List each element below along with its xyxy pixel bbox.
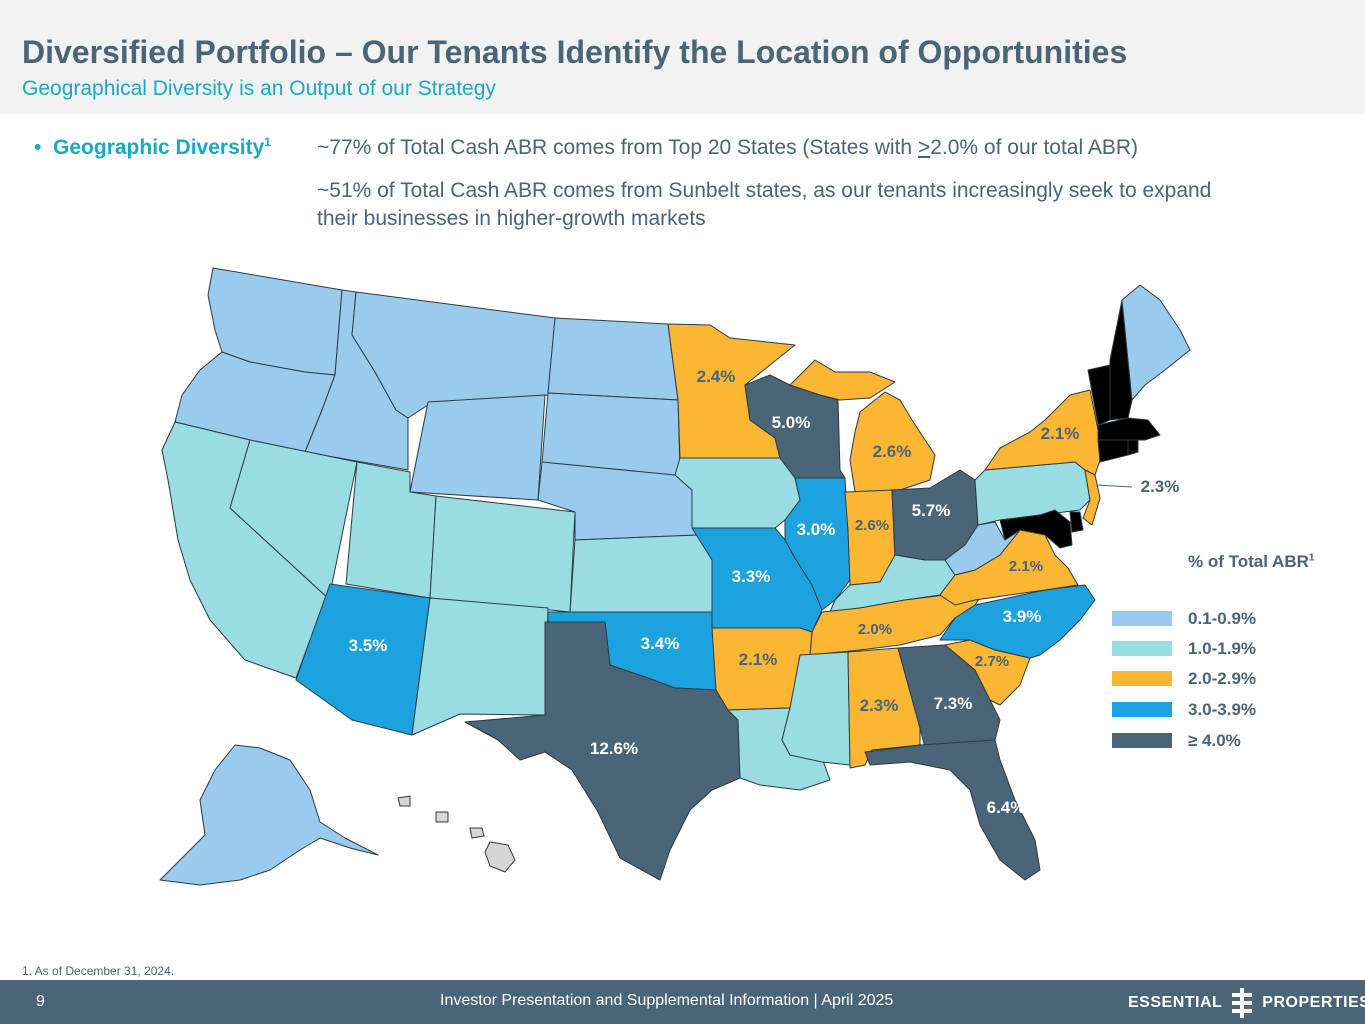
state-new-hampshire bbox=[1109, 299, 1133, 421]
state-kansas bbox=[569, 534, 713, 613]
legend-title-footnote-ref: 1 bbox=[1308, 552, 1315, 564]
page-number: 9 bbox=[36, 993, 45, 1010]
label-alabama: 2.3% bbox=[860, 696, 899, 715]
label-indiana: 2.6% bbox=[855, 517, 889, 534]
label-texas: 12.6% bbox=[590, 739, 638, 758]
footer-bar: 9 Investor Presentation and Supplemental… bbox=[0, 980, 1365, 1024]
label-ohio: 5.7% bbox=[912, 501, 951, 520]
state-maryland bbox=[999, 509, 1073, 549]
bullet-geographic-diversity: • Geographic Diversity1 bbox=[34, 135, 271, 160]
label-arizona: 3.5% bbox=[349, 636, 388, 655]
footnote: 1. As of December 31, 2024. bbox=[22, 964, 175, 978]
state-wyoming bbox=[409, 394, 546, 501]
state-connecticut bbox=[1097, 439, 1129, 463]
page-title: Diversified Portfolio – Our Tenants Iden… bbox=[22, 34, 1128, 70]
state-hawaii-oahu bbox=[435, 811, 449, 823]
state-maine bbox=[1121, 284, 1191, 401]
state-iowa bbox=[674, 457, 801, 529]
state-new-mexico bbox=[411, 597, 549, 736]
state-hawaii-kauai bbox=[397, 795, 411, 807]
state-north-dakota bbox=[547, 317, 679, 401]
state-michigan-upper bbox=[789, 359, 896, 401]
stat-top20-ge-symbol: > bbox=[917, 136, 931, 159]
legend-label: 0.1-0.9% bbox=[1188, 609, 1257, 628]
state-florida bbox=[864, 739, 1041, 881]
us-state-map: 2.4% 5.0% 2.6% 2.6% 5.7% 3.0% 3.3% 2.1% … bbox=[159, 267, 1191, 886]
legend-swatch bbox=[1112, 733, 1172, 748]
state-texas bbox=[464, 621, 741, 881]
stat-top20-states: ~77% of Total Cash ABR comes from Top 20… bbox=[317, 134, 1138, 162]
label-oklahoma: 3.4% bbox=[641, 634, 680, 653]
state-new-york bbox=[984, 389, 1101, 476]
state-alaska bbox=[159, 744, 379, 886]
label-wisconsin: 5.0% bbox=[772, 413, 811, 432]
state-colorado bbox=[429, 495, 576, 613]
header-band: Diversified Portfolio – Our Tenants Iden… bbox=[0, 0, 1365, 114]
leader-line-new-jersey bbox=[1096, 484, 1133, 488]
stat-sunbelt-states: ~51% of Total Cash ABR comes from Sunbel… bbox=[317, 179, 1212, 230]
label-virginia: 2.1% bbox=[1009, 558, 1043, 575]
legend-label: ≥ 4.0% bbox=[1188, 731, 1241, 750]
label-florida: 6.4% bbox=[987, 798, 1026, 817]
legend-swatch bbox=[1112, 611, 1172, 626]
stat-top20-suffix: 2.0% of our total ABR) bbox=[930, 136, 1138, 159]
state-hawaii-big bbox=[484, 841, 516, 873]
label-south-carolina: 2.7% bbox=[975, 653, 1009, 670]
label-tennessee: 2.0% bbox=[858, 621, 892, 638]
legend-title-text: % of Total ABR bbox=[1188, 552, 1309, 571]
label-georgia: 7.3% bbox=[934, 694, 973, 713]
bullet-label: Geographic Diversity bbox=[53, 136, 265, 159]
logo-text-left: ESSENTIAL bbox=[1128, 994, 1223, 1011]
state-hawaii-maui bbox=[469, 827, 485, 839]
state-michigan-lower bbox=[849, 391, 936, 493]
bullet-marker: • bbox=[34, 136, 42, 159]
logo-text-right: PROPERTIES bbox=[1262, 994, 1365, 1011]
state-rhode-island bbox=[1127, 439, 1139, 456]
page-subtitle: Geographical Diversity is an Output of o… bbox=[22, 77, 496, 100]
legend-label: 1.0-1.9% bbox=[1188, 639, 1257, 658]
legend-title: % of Total ABR1 bbox=[1188, 552, 1314, 572]
essential-properties-logo: ESSENTIAL PROPERTIES bbox=[1128, 988, 1365, 1018]
logo-mark-icon bbox=[1230, 988, 1254, 1018]
state-delaware bbox=[1069, 511, 1084, 533]
label-arkansas: 2.1% bbox=[739, 650, 778, 669]
state-wisconsin bbox=[744, 374, 846, 479]
legend-label: 2.0-2.9% bbox=[1188, 669, 1257, 688]
label-north-carolina: 3.9% bbox=[1003, 607, 1042, 626]
label-michigan: 2.6% bbox=[873, 442, 912, 461]
footer-text: Investor Presentation and Supplemental I… bbox=[440, 992, 894, 1009]
label-new-jersey: 2.3% bbox=[1141, 477, 1180, 496]
legend-swatch bbox=[1112, 671, 1172, 686]
bullet-footnote-ref: 1 bbox=[264, 135, 271, 149]
stat-top20-prefix: ~77% of Total Cash ABR comes from Top 20… bbox=[317, 136, 918, 159]
label-illinois: 3.0% bbox=[797, 520, 836, 539]
legend-swatch bbox=[1112, 702, 1172, 717]
label-minnesota: 2.4% bbox=[697, 367, 736, 386]
legend-swatch bbox=[1112, 641, 1172, 656]
state-new-jersey bbox=[1082, 469, 1101, 526]
label-missouri: 3.3% bbox=[732, 567, 771, 586]
legend-label: 3.0-3.9% bbox=[1188, 700, 1257, 719]
label-new-york: 2.1% bbox=[1041, 424, 1080, 443]
